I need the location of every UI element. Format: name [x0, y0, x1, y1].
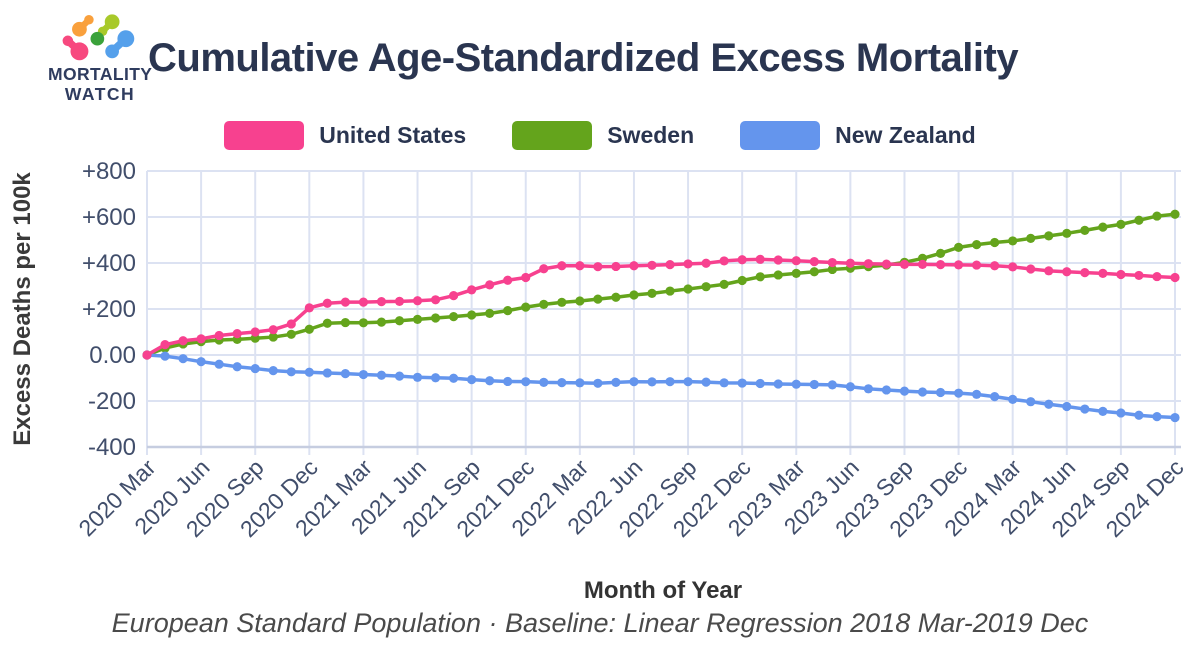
svg-text:-400: -400: [88, 434, 136, 461]
legend-item-united-states: United States: [224, 121, 466, 150]
series-new-zealand: [142, 350, 1180, 423]
svg-text:0.00: 0.00: [89, 342, 136, 369]
baseline-note: European Standard Population · Baseline:…: [111, 608, 1089, 638]
logo-text-mortality: MORTALITY: [48, 64, 153, 84]
svg-text:Excess Deaths per 100k: Excess Deaths per 100k: [9, 172, 36, 446]
series-sweden: [142, 209, 1180, 360]
legend-swatch-united-states: [224, 121, 305, 150]
svg-text:Month of Year: Month of Year: [584, 577, 742, 604]
svg-text:-200: -200: [88, 388, 136, 415]
series-united-states: [142, 254, 1180, 360]
svg-text:+600: +600: [82, 204, 136, 231]
legend-swatch-sweden: [512, 121, 593, 150]
svg-text:+400: +400: [82, 250, 136, 277]
logo-text-watch: WATCH: [64, 84, 136, 104]
legend-label-united-states: United States: [319, 122, 467, 148]
svg-text:+800: +800: [82, 160, 136, 185]
legend-item-new-zealand: New Zealand: [740, 121, 976, 150]
chart-area: 2020 Mar 2020 Jun 2020 Sep 2020 Dec 2021 Mar…: [0, 158, 1200, 605]
svg-text:+200: +200: [82, 296, 136, 323]
mortality-watch-logo: MORTALITY WATCH: [48, 6, 152, 104]
legend-item-sweden: Sweden: [512, 121, 694, 150]
legend-label-sweden: Sweden: [607, 122, 695, 148]
legend-swatch-new-zealand: [740, 121, 821, 150]
legend-label-new-zealand: New Zealand: [835, 122, 976, 148]
page-title: Cumulative Age-Standardized Excess Morta…: [148, 36, 1019, 80]
molecule-icon: [62, 14, 135, 61]
chart-legend: United States Sweden New Zealand: [0, 121, 1200, 150]
